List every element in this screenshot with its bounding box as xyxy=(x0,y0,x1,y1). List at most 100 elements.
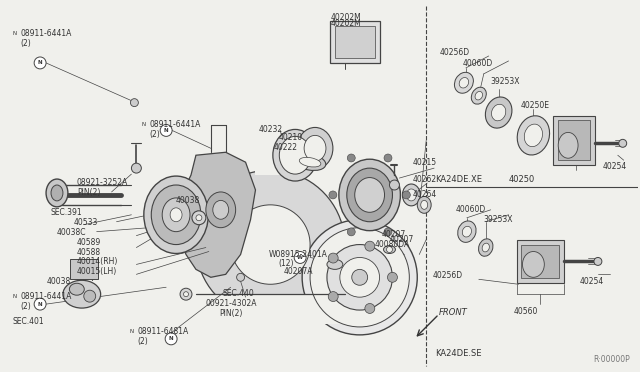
Ellipse shape xyxy=(347,168,392,222)
Ellipse shape xyxy=(63,280,100,308)
Ellipse shape xyxy=(300,157,321,167)
Text: 40254: 40254 xyxy=(603,162,627,171)
Text: 40254: 40254 xyxy=(580,277,604,286)
Circle shape xyxy=(230,205,310,284)
Ellipse shape xyxy=(454,72,474,93)
Text: N: N xyxy=(12,294,17,299)
Circle shape xyxy=(84,290,96,302)
Circle shape xyxy=(192,211,206,225)
Circle shape xyxy=(310,228,410,327)
Text: 40256D: 40256D xyxy=(433,271,463,280)
Text: 40256D: 40256D xyxy=(440,48,470,57)
Text: 40038: 40038 xyxy=(176,196,200,205)
Text: 40207: 40207 xyxy=(390,235,413,244)
Ellipse shape xyxy=(279,137,311,174)
Ellipse shape xyxy=(294,154,326,170)
Ellipse shape xyxy=(558,132,578,158)
Circle shape xyxy=(390,180,399,190)
Ellipse shape xyxy=(406,189,416,201)
Text: 40533: 40533 xyxy=(74,218,98,227)
Text: 40202M: 40202M xyxy=(330,13,361,22)
Text: 40207A: 40207A xyxy=(284,267,313,276)
Ellipse shape xyxy=(273,129,317,181)
Text: 40015(LH): 40015(LH) xyxy=(77,267,117,276)
Ellipse shape xyxy=(420,201,428,209)
Circle shape xyxy=(160,125,172,137)
Text: N: N xyxy=(164,128,168,133)
Text: 40038C: 40038C xyxy=(57,228,86,237)
Ellipse shape xyxy=(459,77,468,88)
Ellipse shape xyxy=(485,97,512,128)
Text: N: N xyxy=(38,60,42,65)
Text: 40207: 40207 xyxy=(381,230,406,239)
Text: 08911-6441A: 08911-6441A xyxy=(20,29,72,38)
Ellipse shape xyxy=(297,128,333,169)
Text: (12): (12) xyxy=(278,259,294,269)
Bar xyxy=(516,240,564,283)
Text: KA24DE.SE: KA24DE.SE xyxy=(435,349,482,358)
Text: N: N xyxy=(38,302,42,307)
Text: N: N xyxy=(169,336,173,341)
Circle shape xyxy=(384,154,392,162)
Circle shape xyxy=(365,241,375,251)
Ellipse shape xyxy=(355,177,385,212)
Polygon shape xyxy=(176,152,255,277)
Circle shape xyxy=(328,292,338,302)
Ellipse shape xyxy=(213,201,228,219)
Circle shape xyxy=(340,257,380,297)
Circle shape xyxy=(387,272,397,282)
Ellipse shape xyxy=(162,198,190,232)
Circle shape xyxy=(365,304,375,314)
Text: 40014(RH): 40014(RH) xyxy=(77,257,118,266)
Text: 08911-6441A: 08911-6441A xyxy=(20,292,72,301)
Text: SEC.440: SEC.440 xyxy=(223,289,255,298)
Circle shape xyxy=(348,154,355,162)
Text: (2): (2) xyxy=(20,302,31,311)
Ellipse shape xyxy=(170,208,182,222)
Text: 40202M: 40202M xyxy=(330,19,361,28)
Circle shape xyxy=(131,99,138,107)
Text: 40215: 40215 xyxy=(412,158,436,167)
Circle shape xyxy=(348,228,355,236)
Text: 40060D: 40060D xyxy=(456,205,486,214)
Bar xyxy=(335,26,374,58)
Bar xyxy=(330,21,380,63)
Circle shape xyxy=(329,191,337,199)
Ellipse shape xyxy=(51,185,63,201)
Ellipse shape xyxy=(517,116,550,155)
Ellipse shape xyxy=(417,196,431,213)
Text: 40210: 40210 xyxy=(278,134,303,142)
Ellipse shape xyxy=(471,87,486,104)
Text: R·00000P: R·00000P xyxy=(593,355,630,364)
Ellipse shape xyxy=(206,192,236,228)
Text: SEC.391: SEC.391 xyxy=(50,208,82,217)
Text: N: N xyxy=(141,122,145,128)
Text: 40038: 40038 xyxy=(47,277,71,286)
Text: 08911-6441A: 08911-6441A xyxy=(149,121,201,129)
Text: PIN(2): PIN(2) xyxy=(219,309,242,318)
Text: 08921-3252A: 08921-3252A xyxy=(77,178,128,187)
Ellipse shape xyxy=(46,179,68,207)
Bar xyxy=(70,259,98,279)
Text: 40589: 40589 xyxy=(77,238,101,247)
Text: 08911-6481A: 08911-6481A xyxy=(138,327,189,336)
Text: 40560: 40560 xyxy=(513,307,538,316)
Text: PIN(2): PIN(2) xyxy=(77,188,100,197)
Text: 40264: 40264 xyxy=(412,190,436,199)
Text: 40250: 40250 xyxy=(509,175,535,184)
Text: 40222: 40222 xyxy=(273,143,298,152)
Bar xyxy=(522,244,559,278)
Polygon shape xyxy=(196,170,345,319)
Text: 39253X: 39253X xyxy=(491,77,520,86)
Text: 40232: 40232 xyxy=(259,125,283,134)
Text: N: N xyxy=(12,31,17,36)
Text: 00921-4302A: 00921-4302A xyxy=(206,299,257,308)
Circle shape xyxy=(237,273,244,281)
Circle shape xyxy=(131,163,141,173)
Ellipse shape xyxy=(492,104,506,121)
Circle shape xyxy=(384,228,392,236)
Text: SEC.401: SEC.401 xyxy=(12,317,44,326)
Ellipse shape xyxy=(482,243,490,252)
Text: FRONT: FRONT xyxy=(439,308,468,317)
Text: N: N xyxy=(129,329,134,334)
